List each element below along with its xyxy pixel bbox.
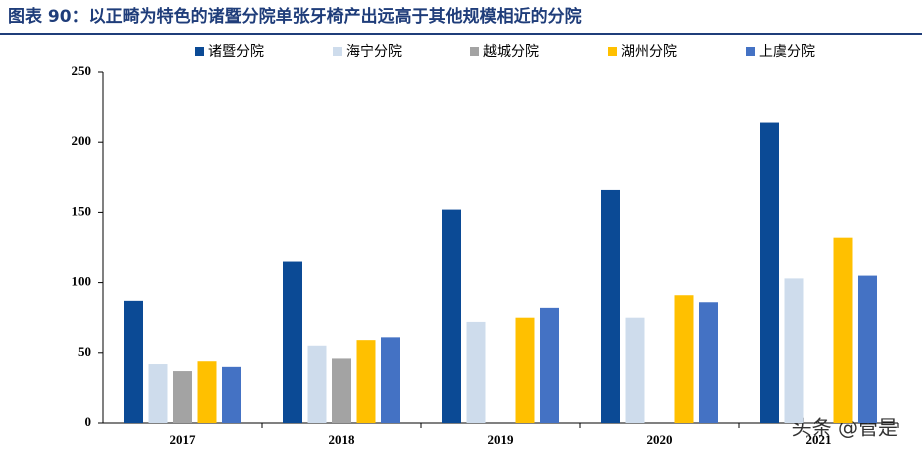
bar [515,317,535,423]
legend-swatch [333,47,342,56]
bar [833,237,853,423]
bar [760,122,779,423]
bar [699,302,718,423]
bar [442,209,461,423]
chart-title: 图表 90：以正畸为特色的诸暨分院单张牙椅产出远高于其他规模相近的分院 [8,6,582,27]
legend-swatch [746,47,755,56]
bar [356,340,376,423]
bar [466,321,486,423]
bar [283,261,302,423]
bar [674,295,694,423]
bar [332,358,351,423]
legend-label: 诸暨分院 [208,44,264,60]
bar [124,300,143,423]
bar [381,337,400,423]
bar [197,361,217,423]
legend-label: 上虞分院 [759,44,815,60]
legend-swatch [470,47,479,56]
x-tick-label: 2021 [806,432,832,447]
x-tick-label: 2017 [170,432,197,447]
y-tick-label: 50 [78,344,91,359]
bar [540,307,559,423]
legend-swatch [195,47,204,56]
bar [307,345,327,423]
y-tick-label: 200 [72,133,92,148]
bar [222,366,241,423]
legend-swatch [608,47,617,56]
bar [858,275,877,423]
x-tick-label: 2018 [329,432,356,447]
y-tick-label: 150 [72,203,92,218]
bar [601,189,620,423]
bar [148,364,168,423]
y-tick-label: 0 [85,414,92,429]
legend-label: 越城分院 [483,44,539,60]
bar [625,317,645,423]
x-tick-label: 2020 [647,432,673,447]
bar [173,371,192,423]
legend-label: 海宁分院 [346,43,402,60]
x-tick-label: 2019 [488,432,515,447]
bar [784,278,804,423]
legend-label: 湖州分院 [621,44,677,60]
y-tick-label: 100 [72,274,92,289]
y-tick-label: 250 [72,63,92,78]
